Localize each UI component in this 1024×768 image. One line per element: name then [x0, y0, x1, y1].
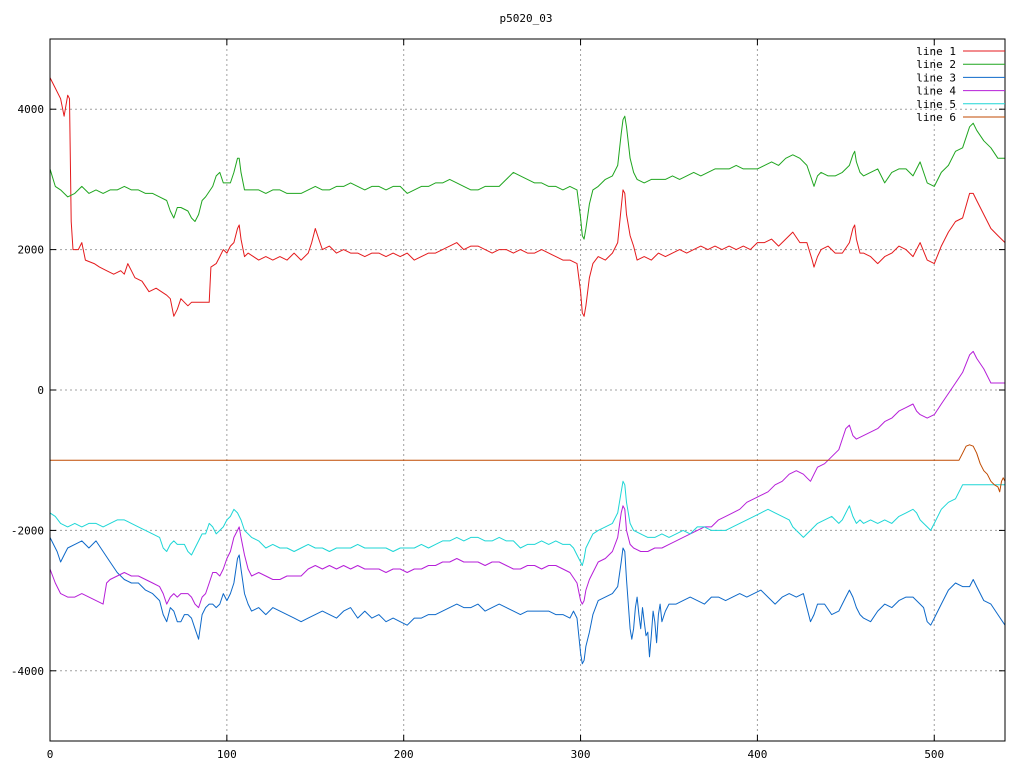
series-line-1: [49, 77, 1006, 317]
x-tick-label: 0: [47, 748, 54, 761]
x-tick-label: 500: [924, 748, 944, 761]
x-tick-label: 100: [217, 748, 237, 761]
y-tick-label: 4000: [18, 103, 45, 116]
legend-label-6: line 6: [916, 111, 956, 124]
series-line-3: [49, 537, 1006, 665]
series-line-5: [49, 480, 1005, 566]
series-line-2: [49, 115, 1005, 240]
y-tick-label: -4000: [11, 665, 44, 678]
legend-label-2: line 2: [916, 58, 956, 71]
y-tick-label: 0: [37, 384, 44, 397]
series-layer: [49, 77, 1006, 665]
x-tick-label: 200: [394, 748, 414, 761]
legend-label-1: line 1: [916, 45, 956, 58]
axis-ticks: 0 100 200 300 400 500 -4000 -2000 0 2000 4000: [11, 39, 1005, 761]
legend-label-4: line 4: [916, 85, 956, 98]
series-line-4: [49, 350, 1005, 609]
grid-lines: [50, 39, 1005, 741]
y-tick-label: -2000: [11, 524, 44, 537]
chart-title: p5020_03: [500, 12, 553, 25]
x-tick-label: 300: [571, 748, 591, 761]
legend-label-5: line 5: [916, 98, 956, 111]
legend-label-3: line 3: [916, 71, 956, 84]
series-line-6: [50, 444, 1006, 493]
x-tick-label: 400: [747, 748, 767, 761]
y-tick-label: 2000: [18, 244, 45, 257]
